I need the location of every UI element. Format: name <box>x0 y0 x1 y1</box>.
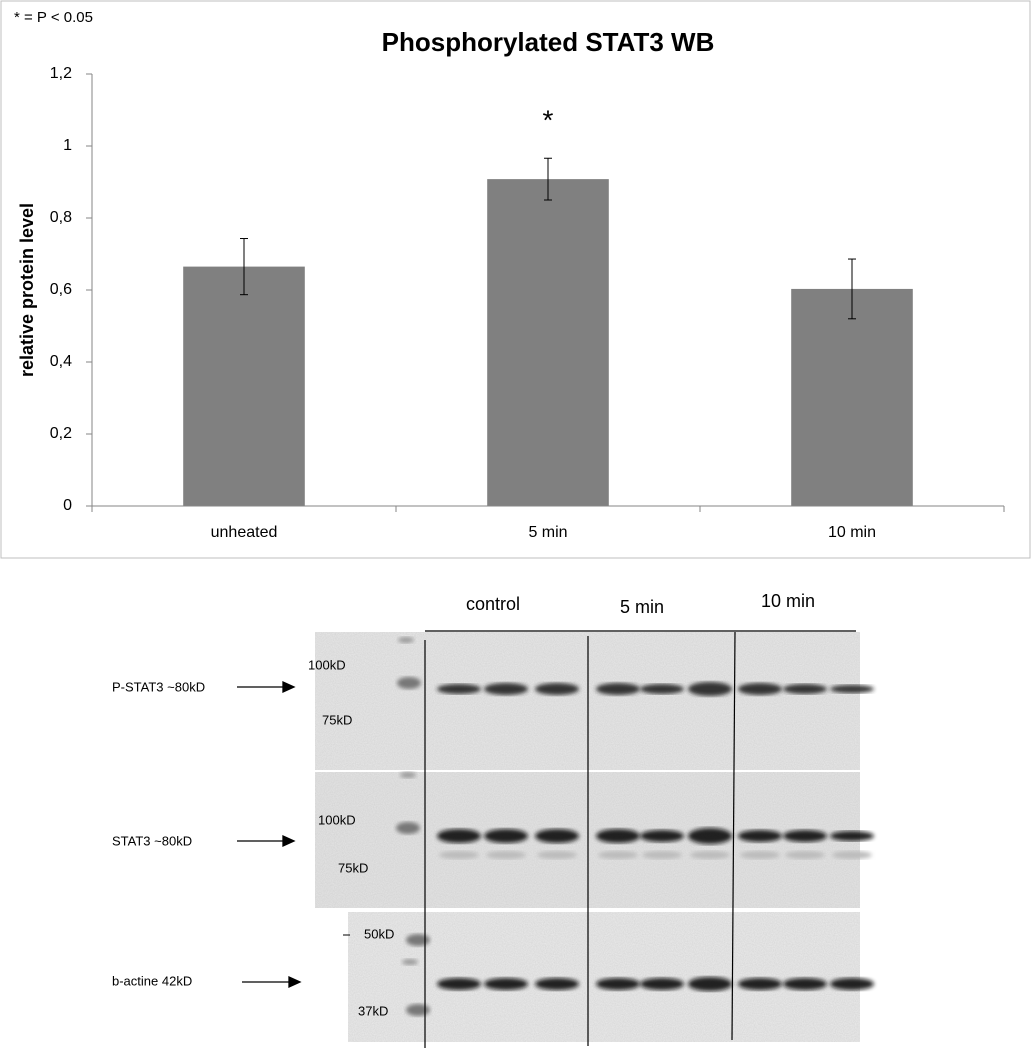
arrows <box>237 680 302 989</box>
band <box>830 978 874 990</box>
y-tick-label: 0,2 <box>50 425 72 442</box>
band <box>738 830 782 842</box>
y-tick-label: 0,8 <box>50 209 72 226</box>
y-tick-label: 1,2 <box>50 65 72 82</box>
ladder-band <box>406 934 430 946</box>
band <box>535 683 579 695</box>
band <box>783 830 827 842</box>
marker-label: 37kD <box>358 1003 388 1018</box>
band <box>484 683 528 695</box>
error-bar <box>240 238 248 296</box>
significance-note: * = P < 0.05 <box>14 9 93 26</box>
panel-label: STAT3 ~80kD <box>112 833 192 848</box>
error-bar <box>848 258 856 320</box>
y-tick-label: 0,6 <box>50 281 72 298</box>
band <box>484 829 528 843</box>
faint-band <box>598 851 638 859</box>
faint-band <box>785 851 825 859</box>
western-blot: control 5 min 10 min P-STAT3 ~80kD 100kD… <box>112 591 874 1048</box>
band <box>830 831 874 841</box>
blot-noise <box>348 912 860 1042</box>
band <box>484 978 528 990</box>
y-tick-label: 1 <box>63 137 72 154</box>
band <box>688 682 732 696</box>
bar <box>791 288 913 506</box>
faint-band <box>832 851 872 859</box>
y-axis-label: relative protein level <box>17 203 37 377</box>
band <box>437 978 481 990</box>
faint-band <box>439 851 479 859</box>
marker-label: 50kD <box>364 926 394 941</box>
y-tick-label: 0,4 <box>50 353 72 370</box>
band <box>640 978 684 990</box>
band <box>830 685 874 693</box>
marker-label: 75kD <box>322 712 352 727</box>
band <box>596 683 640 695</box>
band <box>738 978 782 990</box>
faint-band <box>690 851 730 859</box>
marker-label: 100kD <box>318 812 356 827</box>
band <box>783 978 827 990</box>
band <box>596 978 640 990</box>
x-tick-label: 10 min <box>828 524 876 541</box>
band <box>437 684 481 694</box>
panel-label: b-actine 42kD <box>112 973 192 988</box>
faint-band <box>537 851 577 859</box>
band <box>688 828 732 844</box>
panel-label: P-STAT3 ~80kD <box>112 679 205 694</box>
marker-label: 100kD <box>308 657 346 672</box>
band <box>640 684 684 694</box>
lane-label: control <box>466 594 520 614</box>
bar <box>487 179 609 506</box>
ladder-band <box>400 772 416 778</box>
band <box>535 829 579 843</box>
band <box>640 830 684 842</box>
ladder-band <box>398 637 414 643</box>
ladder-band <box>397 677 421 689</box>
faint-band <box>642 851 682 859</box>
y-tick-label: 0 <box>63 497 72 514</box>
lane-divider <box>731 631 736 1041</box>
ladder-band <box>396 822 420 834</box>
band <box>783 684 827 694</box>
bar <box>183 266 305 506</box>
marker-label: 75kD <box>338 860 368 875</box>
band <box>535 978 579 990</box>
significance-star: * <box>543 104 554 135</box>
faint-band <box>486 851 526 859</box>
band <box>688 977 732 991</box>
band <box>738 683 782 695</box>
x-tick-label: 5 min <box>528 524 567 541</box>
faint-band <box>740 851 780 859</box>
lane-label: 5 min <box>620 597 664 617</box>
x-tick-label: unheated <box>211 524 278 541</box>
lane-label: 10 min <box>761 591 815 611</box>
band <box>437 829 481 843</box>
chart-title: Phosphorylated STAT3 WB <box>382 27 715 57</box>
plot: 0 0,2 0,4 0,6 0,8 1 1,2 unheated 5 min 10 min <box>50 65 1005 541</box>
ladder-band <box>402 959 418 965</box>
error-bar <box>544 157 552 201</box>
band <box>596 829 640 843</box>
ladder-band <box>406 1004 430 1016</box>
